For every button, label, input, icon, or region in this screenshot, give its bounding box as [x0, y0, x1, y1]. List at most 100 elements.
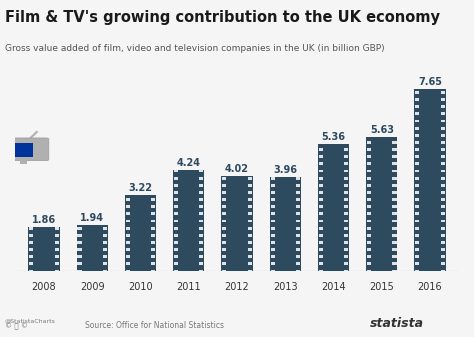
Bar	[415, 162, 419, 165]
Bar	[319, 162, 323, 165]
Bar	[222, 270, 227, 273]
Bar	[200, 241, 203, 244]
Bar	[222, 198, 227, 201]
Bar	[367, 191, 371, 194]
Bar	[126, 220, 130, 222]
Bar	[29, 263, 33, 265]
Bar	[441, 170, 445, 173]
Bar	[271, 191, 274, 194]
Text: 2016: 2016	[418, 282, 442, 292]
Bar	[367, 205, 371, 208]
Bar	[344, 263, 348, 265]
Bar	[200, 255, 203, 258]
Bar	[200, 184, 203, 187]
Bar	[103, 234, 107, 237]
Bar	[55, 241, 59, 244]
Bar	[319, 220, 323, 222]
Bar	[200, 248, 203, 251]
Bar	[271, 263, 274, 265]
Bar	[296, 241, 300, 244]
Bar	[441, 255, 445, 258]
Bar	[392, 234, 397, 237]
Bar	[271, 270, 274, 273]
Bar	[126, 198, 130, 201]
Bar	[441, 205, 445, 208]
Bar	[441, 177, 445, 180]
Bar	[247, 248, 252, 251]
Text: 1.86: 1.86	[32, 215, 56, 225]
Bar	[200, 213, 203, 215]
Bar	[174, 263, 178, 265]
Bar	[174, 184, 178, 187]
Bar	[174, 213, 178, 215]
Bar	[77, 241, 82, 244]
Bar	[441, 220, 445, 222]
Bar	[392, 191, 397, 194]
Bar	[441, 105, 445, 108]
Bar	[55, 263, 59, 265]
Bar	[296, 177, 300, 180]
Bar	[29, 234, 33, 237]
Bar	[247, 184, 252, 187]
Bar	[367, 170, 371, 173]
Bar	[415, 255, 419, 258]
Bar	[441, 227, 445, 229]
Bar	[222, 248, 227, 251]
Bar	[319, 155, 323, 158]
Bar	[221, 176, 253, 271]
Bar	[151, 263, 155, 265]
Bar	[200, 177, 203, 180]
Bar	[151, 205, 155, 208]
Bar	[76, 225, 108, 271]
Bar	[271, 234, 274, 237]
Text: Film & TV's growing contribution to the UK economy: Film & TV's growing contribution to the …	[5, 10, 440, 25]
Bar	[367, 162, 371, 165]
Text: 4.24: 4.24	[177, 158, 201, 168]
Bar	[200, 263, 203, 265]
Bar	[441, 248, 445, 251]
Bar	[247, 177, 252, 180]
Bar	[415, 270, 419, 273]
Bar	[441, 141, 445, 144]
Bar	[367, 227, 371, 229]
Bar	[247, 263, 252, 265]
Bar	[319, 241, 323, 244]
Text: © ⓘ ©: © ⓘ ©	[5, 323, 28, 330]
Bar	[173, 170, 204, 271]
Bar	[174, 205, 178, 208]
Bar	[174, 191, 178, 194]
Bar	[415, 98, 419, 101]
Bar	[174, 255, 178, 258]
Text: 2009: 2009	[80, 282, 105, 292]
Bar	[367, 148, 371, 151]
Bar	[392, 248, 397, 251]
Bar	[441, 98, 445, 101]
Bar	[319, 213, 323, 215]
Bar	[319, 263, 323, 265]
Text: 2010: 2010	[128, 282, 153, 292]
Bar	[200, 234, 203, 237]
Bar	[319, 148, 323, 151]
Bar	[392, 148, 397, 151]
Bar	[441, 263, 445, 265]
Bar	[319, 191, 323, 194]
Bar	[415, 134, 419, 137]
Bar	[271, 213, 274, 215]
Bar	[415, 170, 419, 173]
Bar	[344, 234, 348, 237]
Bar	[296, 255, 300, 258]
Bar	[415, 127, 419, 130]
Bar	[151, 248, 155, 251]
Bar	[367, 184, 371, 187]
Bar	[415, 177, 419, 180]
Bar	[367, 255, 371, 258]
Bar	[344, 270, 348, 273]
Bar	[126, 270, 130, 273]
Bar	[319, 255, 323, 258]
Text: Source: Office for National Statistics: Source: Office for National Statistics	[85, 321, 224, 330]
Text: 1.94: 1.94	[80, 213, 104, 223]
Bar	[174, 248, 178, 251]
Bar	[414, 89, 446, 271]
Bar	[415, 141, 419, 144]
Bar	[296, 198, 300, 201]
